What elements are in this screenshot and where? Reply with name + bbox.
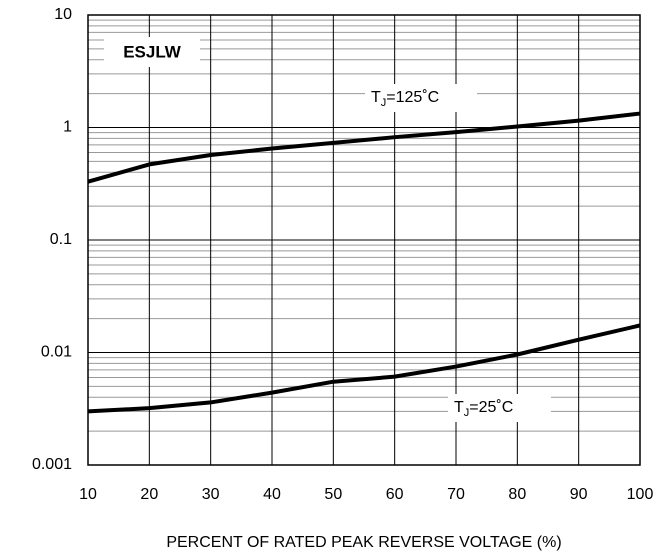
x-tick-label: 90 [570, 486, 588, 503]
line-series [87, 111, 641, 184]
y-tick-label: 0.1 [50, 231, 72, 248]
x-tick-label: 100 [627, 486, 654, 503]
annotation-rest: =25˚C [469, 399, 513, 416]
badge-box [104, 37, 200, 67]
annotation-base: T [371, 89, 381, 106]
plot-frame [87, 14, 641, 466]
x-tick-label: 80 [508, 486, 526, 503]
y-tick-label: 1 [63, 119, 72, 136]
x-tick-label: 50 [324, 486, 342, 503]
annotation-sub: J [381, 97, 387, 109]
y-tick-label: 0.001 [32, 456, 72, 473]
line-series [87, 323, 641, 414]
x-tick-label: 70 [447, 486, 465, 503]
annotation-sub: J [464, 407, 470, 419]
annotation-box [365, 84, 477, 112]
annotation-box [448, 394, 551, 422]
annotation: TJ=25˚C [454, 399, 513, 419]
x-tick-label: 30 [202, 486, 220, 503]
x-tick-label: 60 [386, 486, 404, 503]
badge: ESJLW [123, 42, 182, 61]
annotation-rest: =125˚C [386, 89, 439, 106]
annotation: TJ=125˚C [371, 89, 439, 109]
x-tick-label: 20 [140, 486, 158, 503]
y-tick-label: 0.01 [41, 344, 72, 361]
x-axis-label: PERCENT OF RATED PEAK REVERSE VOLTAGE (%… [166, 534, 561, 551]
x-tick-label: 40 [263, 486, 281, 503]
x-tick-label: 10 [79, 486, 97, 503]
y-tick-label: 10 [54, 6, 72, 23]
annotation-base: T [454, 399, 464, 416]
